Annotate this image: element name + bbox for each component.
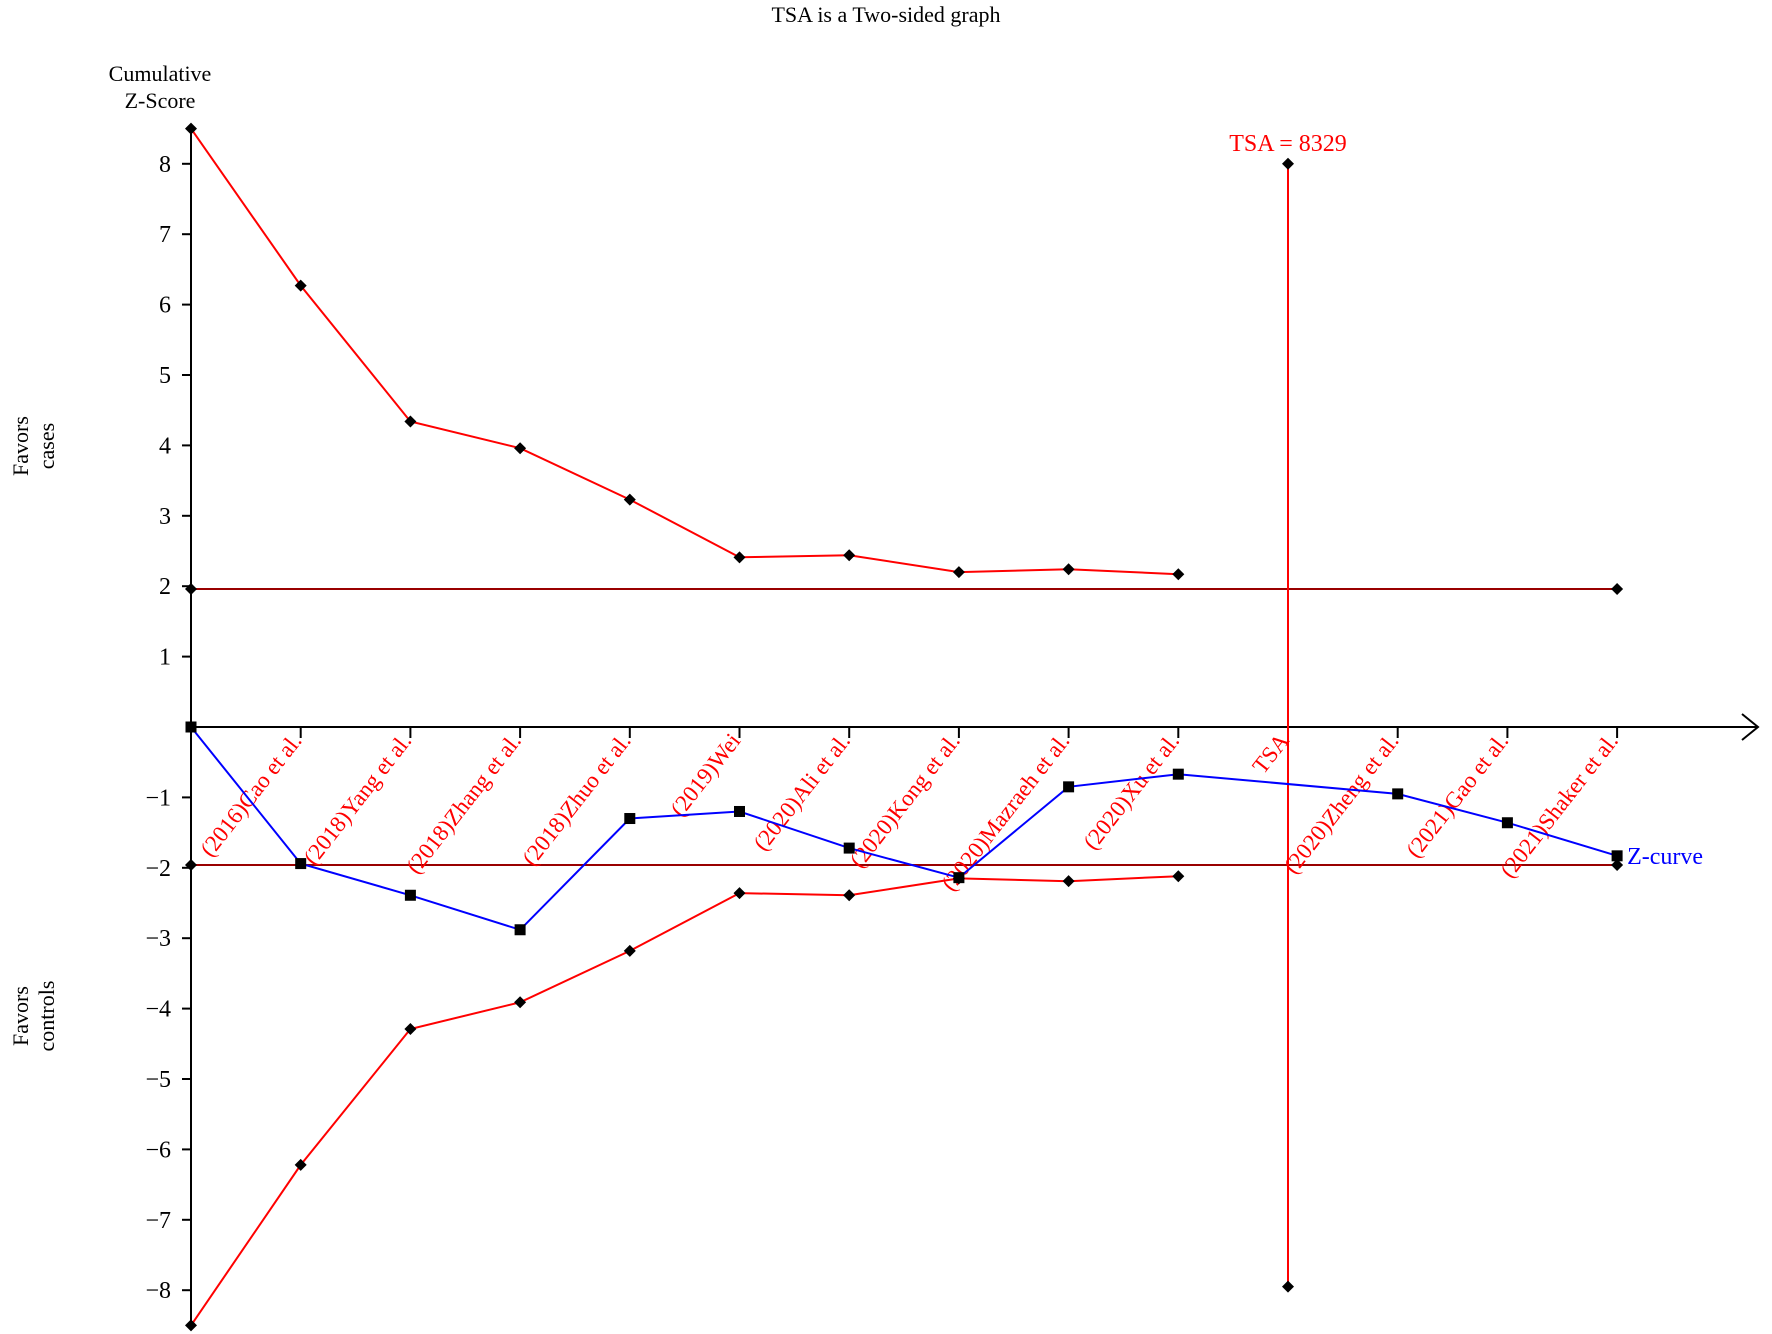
y-axis-label-line-2: Z-Score xyxy=(124,88,196,113)
z-curve-point xyxy=(1611,850,1623,862)
upper-boundary-point xyxy=(404,415,417,428)
x-category-label: (2016)Cao et al. xyxy=(195,729,306,862)
y-tick-label: −5 xyxy=(145,1067,171,1093)
upper-boundary-point xyxy=(1062,563,1075,576)
lower-boundary-point xyxy=(185,1319,197,1332)
conventional-boundary-marker xyxy=(185,858,197,871)
upper-boundary-point xyxy=(294,279,307,292)
lower-boundary-point xyxy=(733,887,746,900)
z-curve-label: Z-curve xyxy=(1627,844,1703,870)
z-curve-point xyxy=(404,889,416,901)
lower-boundary-point xyxy=(514,996,527,1009)
conventional-boundary-marker xyxy=(185,583,197,596)
z-curve-point xyxy=(1501,817,1513,829)
tsa-label: TSA = 8329 xyxy=(1229,131,1347,157)
upper-boundary-point xyxy=(843,549,856,562)
y-tick-label: −2 xyxy=(145,856,171,882)
y-tick-label: 4 xyxy=(159,433,171,459)
upper-boundary-point xyxy=(623,493,636,506)
lower-boundary-point xyxy=(404,1023,417,1036)
z-curve-point xyxy=(734,805,745,817)
y-tick-label: −8 xyxy=(145,1278,171,1304)
y-tick-label: 6 xyxy=(159,293,171,319)
y-axis-label: Cumulative Z-Score xyxy=(100,60,220,114)
lower-boundary-point xyxy=(1172,870,1185,883)
x-category-label: (2018)Yang et al. xyxy=(299,729,417,870)
chart-title: TSA is a Two-sided graph xyxy=(771,2,1001,27)
y-tick-label: 8 xyxy=(159,152,171,178)
lower-boundary-point xyxy=(1062,875,1075,888)
lower-boundary-point xyxy=(294,1158,307,1171)
y-tick-label: 1 xyxy=(159,645,171,671)
y-tick-label: 2 xyxy=(159,574,171,600)
y-tick-label: −7 xyxy=(145,1208,171,1234)
y-tick-label: 3 xyxy=(159,504,171,530)
x-category-label: (2019)Wei xyxy=(666,729,746,821)
x-category-label: (2018)Zhuo et al. xyxy=(517,729,635,871)
z-curve-point xyxy=(295,858,307,870)
tsa-marker-top xyxy=(1282,157,1294,170)
z-curve-point xyxy=(514,924,526,936)
y-tick-label: −1 xyxy=(145,785,171,811)
z-curve-point xyxy=(624,813,636,825)
lower-boundary-line xyxy=(190,875,1179,1326)
lower-boundary-point xyxy=(623,944,636,957)
z-curve-point xyxy=(843,842,855,854)
y-tick-label: −3 xyxy=(145,926,171,952)
upper-boundary-point xyxy=(733,551,746,564)
y-tick-label: 5 xyxy=(159,363,171,389)
y-axis-label-line-1: Cumulative xyxy=(108,61,212,86)
x-category-label: (2020)Xu et al. xyxy=(1078,729,1184,855)
tsa-marker-bottom xyxy=(1282,1280,1294,1293)
z-curve-point xyxy=(1392,788,1404,800)
y-tick-label: −4 xyxy=(145,997,171,1023)
conventional-boundary-marker xyxy=(1611,858,1624,871)
x-category-label: (2021)Gao et al. xyxy=(1401,729,1513,863)
x-category-label: (2021)Shaker et al. xyxy=(1495,729,1623,883)
upper-boundary-point xyxy=(514,442,527,455)
upper-boundary-point xyxy=(185,122,197,135)
x-axis-arrow xyxy=(1741,713,1760,741)
lower-boundary-point xyxy=(843,889,856,902)
upper-boundary-line xyxy=(190,128,1179,576)
upper-boundary-point xyxy=(1172,568,1185,581)
conventional-boundary-marker xyxy=(1611,583,1624,596)
z-curve-point xyxy=(185,721,197,733)
y-tick-label: 7 xyxy=(159,222,171,248)
y-tick-label: −6 xyxy=(145,1137,171,1163)
upper-boundary-point xyxy=(952,566,965,579)
z-curve-point xyxy=(1063,781,1075,793)
z-curve-point xyxy=(953,872,965,884)
x-category-label: (2020)Ali et al. xyxy=(749,729,856,856)
x-category-label: (2018)Zhang et al. xyxy=(401,729,526,879)
z-curve-point xyxy=(1172,768,1184,780)
x-category-label: (2020)Zheng et al. xyxy=(1279,729,1404,879)
